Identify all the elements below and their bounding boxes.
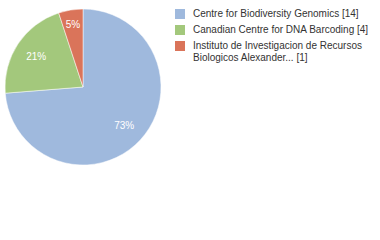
pie-slice <box>5 9 161 165</box>
pie <box>5 9 161 165</box>
pie-slice <box>5 13 83 93</box>
data-labels: 73% 21% 5% <box>26 19 134 131</box>
legend-label: Instituto de Investigacion de Recursos B… <box>193 40 378 64</box>
chart-root: 73% 21% 5% Centre for Biodiversity Genomics… <box>0 0 380 240</box>
legend-swatch <box>175 25 185 35</box>
legend-label: Canadian Centre for DNA Barcoding [4] <box>193 24 378 36</box>
pie-slice <box>59 9 83 87</box>
legend-label: Centre for Biodiversity Genomics [14] <box>193 8 378 20</box>
data-label: 21% <box>26 51 46 62</box>
legend-swatch <box>175 9 185 19</box>
data-label: 73% <box>114 120 134 131</box>
chart-svg: 73% 21% 5% <box>0 0 380 240</box>
legend-swatch <box>175 41 185 51</box>
data-label: 5% <box>66 19 81 30</box>
